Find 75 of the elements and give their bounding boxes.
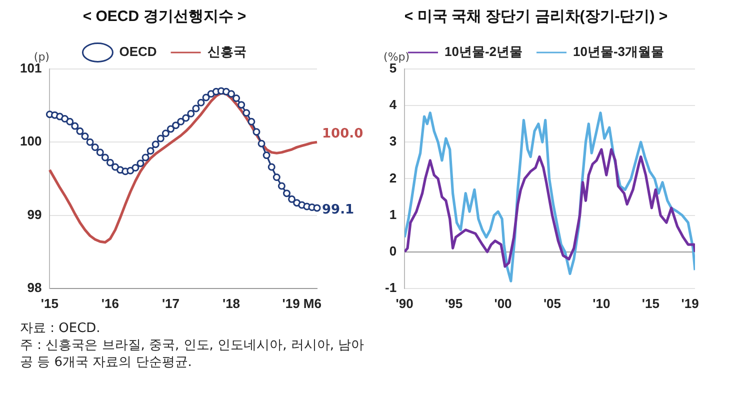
point xyxy=(177,118,185,126)
legend-label: 10년물-2년물 xyxy=(444,44,523,60)
point xyxy=(101,154,109,162)
y-tick-label: 1 xyxy=(389,206,397,222)
x-tick-label: '16 xyxy=(101,296,119,311)
point xyxy=(278,182,286,190)
point xyxy=(258,140,266,148)
point xyxy=(238,101,246,109)
point xyxy=(61,114,69,122)
y-tick-label: 3 xyxy=(389,134,397,149)
point xyxy=(187,110,195,118)
x-tick-label: '95 xyxy=(445,296,463,311)
point xyxy=(126,166,134,174)
point xyxy=(262,152,270,160)
y-tick-label: 98 xyxy=(27,280,42,295)
point xyxy=(182,114,190,122)
point xyxy=(202,94,210,102)
point xyxy=(232,94,240,102)
point xyxy=(96,148,104,156)
point xyxy=(142,154,150,162)
point xyxy=(252,128,260,136)
point xyxy=(66,118,74,126)
point xyxy=(248,118,256,126)
point xyxy=(91,144,99,152)
point xyxy=(86,138,94,146)
x-tick-label: '10 xyxy=(592,296,610,311)
x-tick-label: '19 xyxy=(681,296,699,311)
y-tick-label: 100 xyxy=(20,134,42,149)
chart-title: < 미국 국채 장단기 금리차(장기-단기) > xyxy=(404,8,668,26)
point xyxy=(81,132,89,140)
point xyxy=(76,127,84,135)
x-tick-label: '90 xyxy=(396,296,414,311)
x-tick-label: '17 xyxy=(162,296,180,311)
legend-label: OECD xyxy=(119,44,157,60)
data-label: 100.0 xyxy=(322,126,364,142)
point xyxy=(242,109,250,117)
point xyxy=(282,190,290,198)
chart-title: < OECD 경기선행지수 > xyxy=(82,8,246,26)
point xyxy=(71,122,79,130)
point xyxy=(197,98,205,106)
point xyxy=(132,164,140,172)
legend-label: 10년물-3개월물 xyxy=(573,44,664,60)
point xyxy=(106,158,114,166)
data-label: 99.1 xyxy=(322,202,354,218)
point xyxy=(228,90,236,98)
x-tick-label: '15 xyxy=(40,296,58,311)
text: 자료 : OECD. xyxy=(20,320,102,337)
y-tick-label: -1 xyxy=(384,280,397,295)
y-tick-label: 99 xyxy=(27,206,42,222)
point xyxy=(156,134,164,142)
y-tick-label: 5 xyxy=(389,60,397,76)
point xyxy=(272,173,280,181)
x-tick-label: '19 M6 xyxy=(282,296,322,311)
y-tick-label: 0 xyxy=(389,243,397,258)
point xyxy=(162,130,170,138)
text: 주 : 신흥국은 브라질, 중국, 인도, 인도네시아, 러시아, 남아공 등 6개국 자료의 단순평균. xyxy=(20,337,365,371)
point xyxy=(146,147,154,155)
y-tick-label: 2 xyxy=(389,170,397,186)
point xyxy=(192,104,200,112)
y-axis-title: (p) xyxy=(34,50,50,64)
legend-label: 신흥국 xyxy=(207,44,246,60)
point xyxy=(166,125,174,133)
y-tick-label: 4 xyxy=(389,97,398,112)
y-axis-title: (%p) xyxy=(384,50,410,64)
point xyxy=(136,160,144,168)
point xyxy=(268,163,276,171)
x-tick-label: '15 xyxy=(642,296,660,311)
x-tick-label: '05 xyxy=(543,296,562,311)
point xyxy=(172,122,180,130)
x-tick-label: '00 xyxy=(494,296,512,311)
point xyxy=(152,140,160,148)
point xyxy=(288,195,296,203)
x-tick-label: '18 xyxy=(222,296,240,311)
point xyxy=(112,163,120,171)
point xyxy=(313,204,321,212)
